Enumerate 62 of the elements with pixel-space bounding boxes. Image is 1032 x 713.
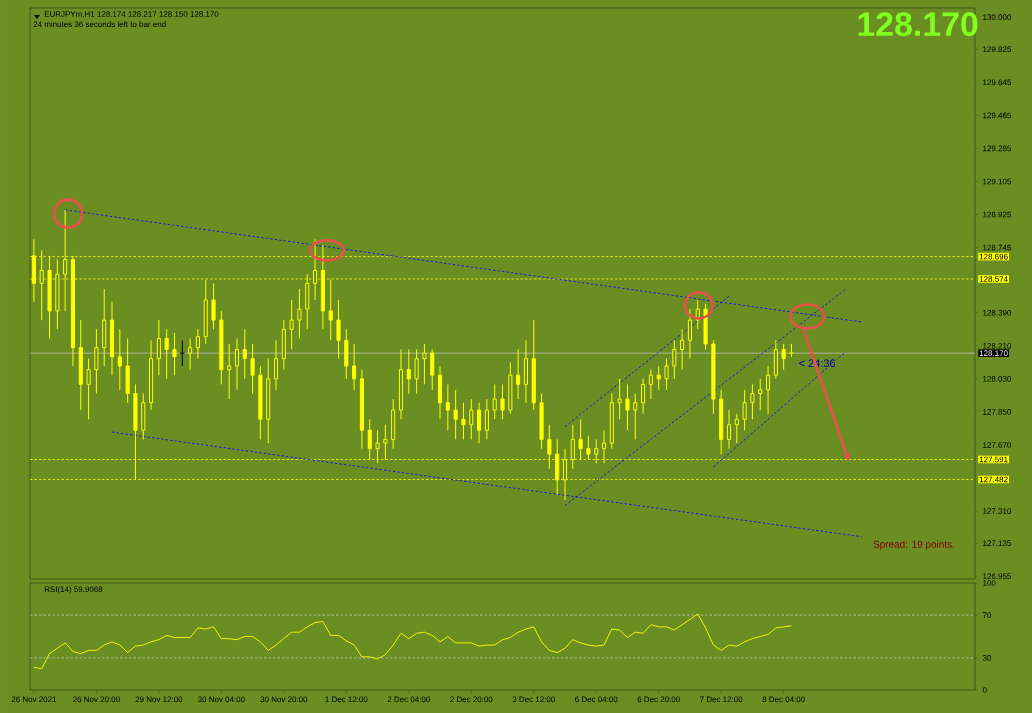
candlestick [266, 358, 271, 444]
candlestick [477, 402, 482, 444]
candlestick [484, 398, 489, 440]
candlestick [195, 328, 200, 360]
candlestick [750, 383, 755, 420]
candlestick [250, 343, 255, 395]
candlestick [102, 288, 107, 367]
candlestick [188, 337, 193, 371]
candlestick [531, 319, 536, 411]
candlestick [680, 328, 685, 371]
candlestick [203, 279, 208, 345]
candlestick [516, 348, 521, 400]
candlestick [641, 378, 646, 415]
candlestick [648, 369, 653, 400]
candlestick [617, 378, 622, 420]
candlestick [328, 279, 333, 341]
candlestick [523, 339, 528, 404]
candlestick [78, 319, 83, 411]
candlestick [179, 339, 186, 367]
candlestick [445, 383, 450, 431]
candlestick [437, 365, 443, 420]
candlestick [289, 299, 294, 350]
candlestick [172, 332, 177, 376]
candlestick [149, 339, 154, 411]
candlestick [125, 337, 130, 404]
candlestick [672, 339, 677, 380]
annotation: Spread: 19 points. [873, 540, 954, 550]
candlestick [422, 343, 427, 385]
candlestick [765, 365, 771, 415]
candlestick [461, 402, 466, 440]
candlestick [430, 348, 435, 391]
candlestick [258, 365, 263, 440]
candlestick [656, 365, 661, 391]
candlestick [398, 348, 404, 420]
candlestick [391, 398, 396, 450]
candlestick [414, 348, 419, 395]
candlestick [742, 389, 747, 431]
candlestick [86, 358, 91, 420]
candlestick [234, 337, 240, 391]
candlestick [758, 378, 763, 411]
candlestick [773, 339, 778, 380]
candlestick [109, 301, 115, 376]
annotation: 128.170 [858, 12, 978, 37]
candlestick [359, 369, 364, 450]
candlestick [273, 339, 279, 391]
candlestick [94, 328, 99, 395]
candlestick [281, 319, 286, 371]
candlestick [352, 343, 357, 391]
candlestick [117, 328, 122, 391]
candlestick [625, 383, 630, 431]
candlestick [406, 348, 411, 395]
candlestick [336, 299, 341, 360]
candlestick [687, 308, 693, 360]
candlestick [156, 319, 161, 376]
candlestick [726, 409, 732, 450]
candlestick [297, 288, 302, 339]
candlestick [344, 328, 349, 380]
candlestick [164, 328, 169, 380]
candlestick [242, 328, 247, 380]
candlestick [453, 389, 458, 440]
candlestick [227, 343, 232, 400]
candlestick [469, 398, 474, 440]
